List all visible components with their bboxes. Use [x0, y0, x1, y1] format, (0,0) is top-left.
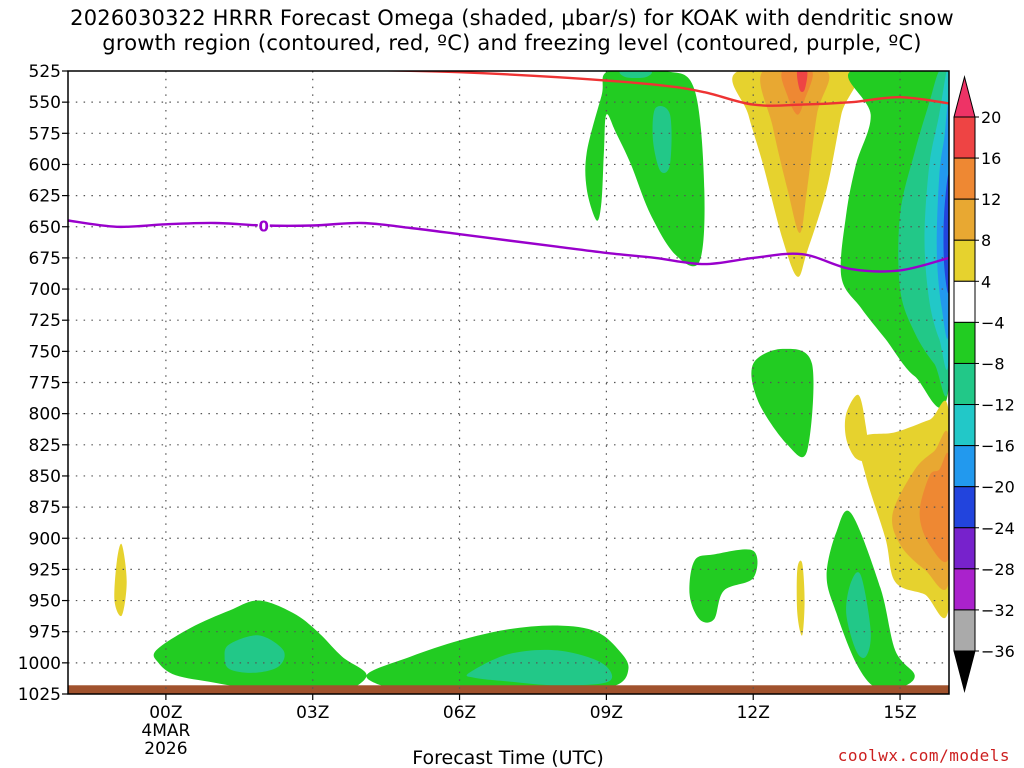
colorbar-label--24: −24 [981, 519, 1015, 538]
colorbar-box-7 [953, 404, 976, 447]
grid-layer [68, 71, 949, 694]
colorbar-label--16: −16 [981, 437, 1015, 456]
y-tick-label-575: 575 [29, 124, 61, 144]
x-axis-label: Forecast Time (UTC) [412, 747, 603, 768]
colorbar-box-9 [953, 486, 976, 529]
y-tick-label-525: 525 [29, 62, 61, 82]
colorbar-label--28: −28 [981, 560, 1015, 579]
y-tick-label-900: 900 [29, 529, 61, 549]
omega-region-2 [652, 106, 672, 173]
freezing-level-contour-label: 0 [259, 218, 269, 236]
colorbar-label--4: −4 [981, 313, 1005, 332]
x-tick-label-12Z: 12Z [737, 703, 770, 723]
colorbar-top-triangle [953, 75, 976, 118]
colorbar-box-4 [953, 280, 976, 323]
omega-region-0 [585, 71, 705, 267]
x-tick-label-06Z: 06Z [443, 703, 476, 723]
colorbar-label-20: 20 [981, 108, 1001, 127]
colorbar-box-0 [953, 116, 976, 159]
colorbar-box-8 [953, 445, 976, 488]
chart-title: 2026030322 HRRR Forecast Omega (shaded, … [0, 6, 1024, 56]
y-axis: 525 550 575 600 625 650 675 700 725 750 775 800 825 8… [18, 62, 68, 705]
colorbar-box-2 [953, 198, 976, 241]
omega-region-1 [619, 71, 652, 79]
x-tick-label-09Z: 09Z [590, 703, 623, 723]
y-tick-label-750: 750 [29, 342, 61, 362]
colorbar-box-10 [953, 527, 976, 570]
contour-lines-layer: 0 [68, 71, 949, 273]
chart-title-line-2: growth region (contoured, red, ºC) and f… [102, 31, 922, 55]
y-tick-label-600: 600 [29, 155, 61, 175]
y-tick-label-1000: 1000 [18, 654, 61, 674]
colorbar-box-12 [953, 609, 976, 652]
colorbar-label-4: 4 [981, 272, 991, 291]
omega-region-20 [846, 572, 871, 659]
y-tick-label-850: 850 [29, 467, 61, 487]
omega-region-19 [826, 510, 915, 691]
colorbar-label--8: −8 [981, 354, 1005, 373]
x-tick-label-00Z: 00Z [149, 703, 182, 723]
omega-region-18 [796, 560, 805, 636]
series-line-0 [361, 71, 949, 107]
y-tick-label-625: 625 [29, 187, 61, 207]
x-tick-sublabel-4MAR: 4MAR [141, 721, 190, 741]
y-tick-label-925: 925 [29, 560, 61, 580]
colorbar-label--32: −32 [981, 601, 1015, 620]
colorbar-label--36: −36 [981, 642, 1015, 661]
ground-strip [68, 685, 949, 694]
colorbar-label--12: −12 [981, 396, 1015, 415]
omega-region-23 [224, 635, 285, 673]
colorbar-box-3 [953, 239, 976, 282]
colorbar-label-12: 12 [981, 190, 1001, 209]
y-tick-label-950: 950 [29, 592, 61, 612]
y-tick-label-1025: 1025 [18, 685, 61, 705]
series-line-1 [68, 219, 949, 273]
y-tick-label-975: 975 [29, 623, 61, 643]
colorbar: 20 16 12 8 4 −4 −8 −12 −16 −20 −24 −28 −32 −36 [953, 75, 1015, 693]
contour-label-bg [257, 216, 270, 235]
omega-region-11 [943, 174, 949, 294]
colorbar-box-1 [953, 157, 976, 200]
y-tick-label-725: 725 [29, 311, 61, 331]
omega-region-12 [751, 348, 814, 458]
y-tick-label-550: 550 [29, 93, 61, 113]
x-tick-sublabel-2026: 2026 [144, 739, 187, 759]
y-tick-label-775: 775 [29, 374, 61, 394]
y-tick-label-800: 800 [29, 405, 61, 425]
omega-region-25 [466, 649, 613, 686]
colorbar-label-8: 8 [981, 231, 991, 250]
omega-region-4 [760, 71, 830, 233]
chart-title-line-1: 2026030322 HRRR Forecast Omega (shaded, … [70, 6, 954, 30]
omega-region-6 [796, 71, 808, 93]
omega-shading-layer [114, 71, 949, 694]
colorbar-label--20: −20 [981, 478, 1015, 497]
y-tick-label-825: 825 [29, 436, 61, 456]
y-tick-label-875: 875 [29, 498, 61, 518]
colorbar-box-5 [953, 321, 976, 364]
colorbar-bottom-triangle [953, 650, 976, 693]
y-tick-label-700: 700 [29, 280, 61, 300]
colorbar-label-16: 16 [981, 149, 1001, 168]
colorbar-box-11 [953, 568, 976, 611]
credit-text: coolwx.com/models [837, 746, 1010, 765]
omega-region-17 [689, 549, 758, 623]
y-tick-label-675: 675 [29, 249, 61, 269]
ground-layer [68, 685, 949, 694]
y-tick-label-650: 650 [29, 218, 61, 238]
colorbar-box-6 [953, 362, 976, 406]
omega-region-21 [114, 543, 127, 617]
x-tick-label-03Z: 03Z [296, 703, 329, 723]
x-tick-label-15Z: 15Z [883, 703, 916, 723]
